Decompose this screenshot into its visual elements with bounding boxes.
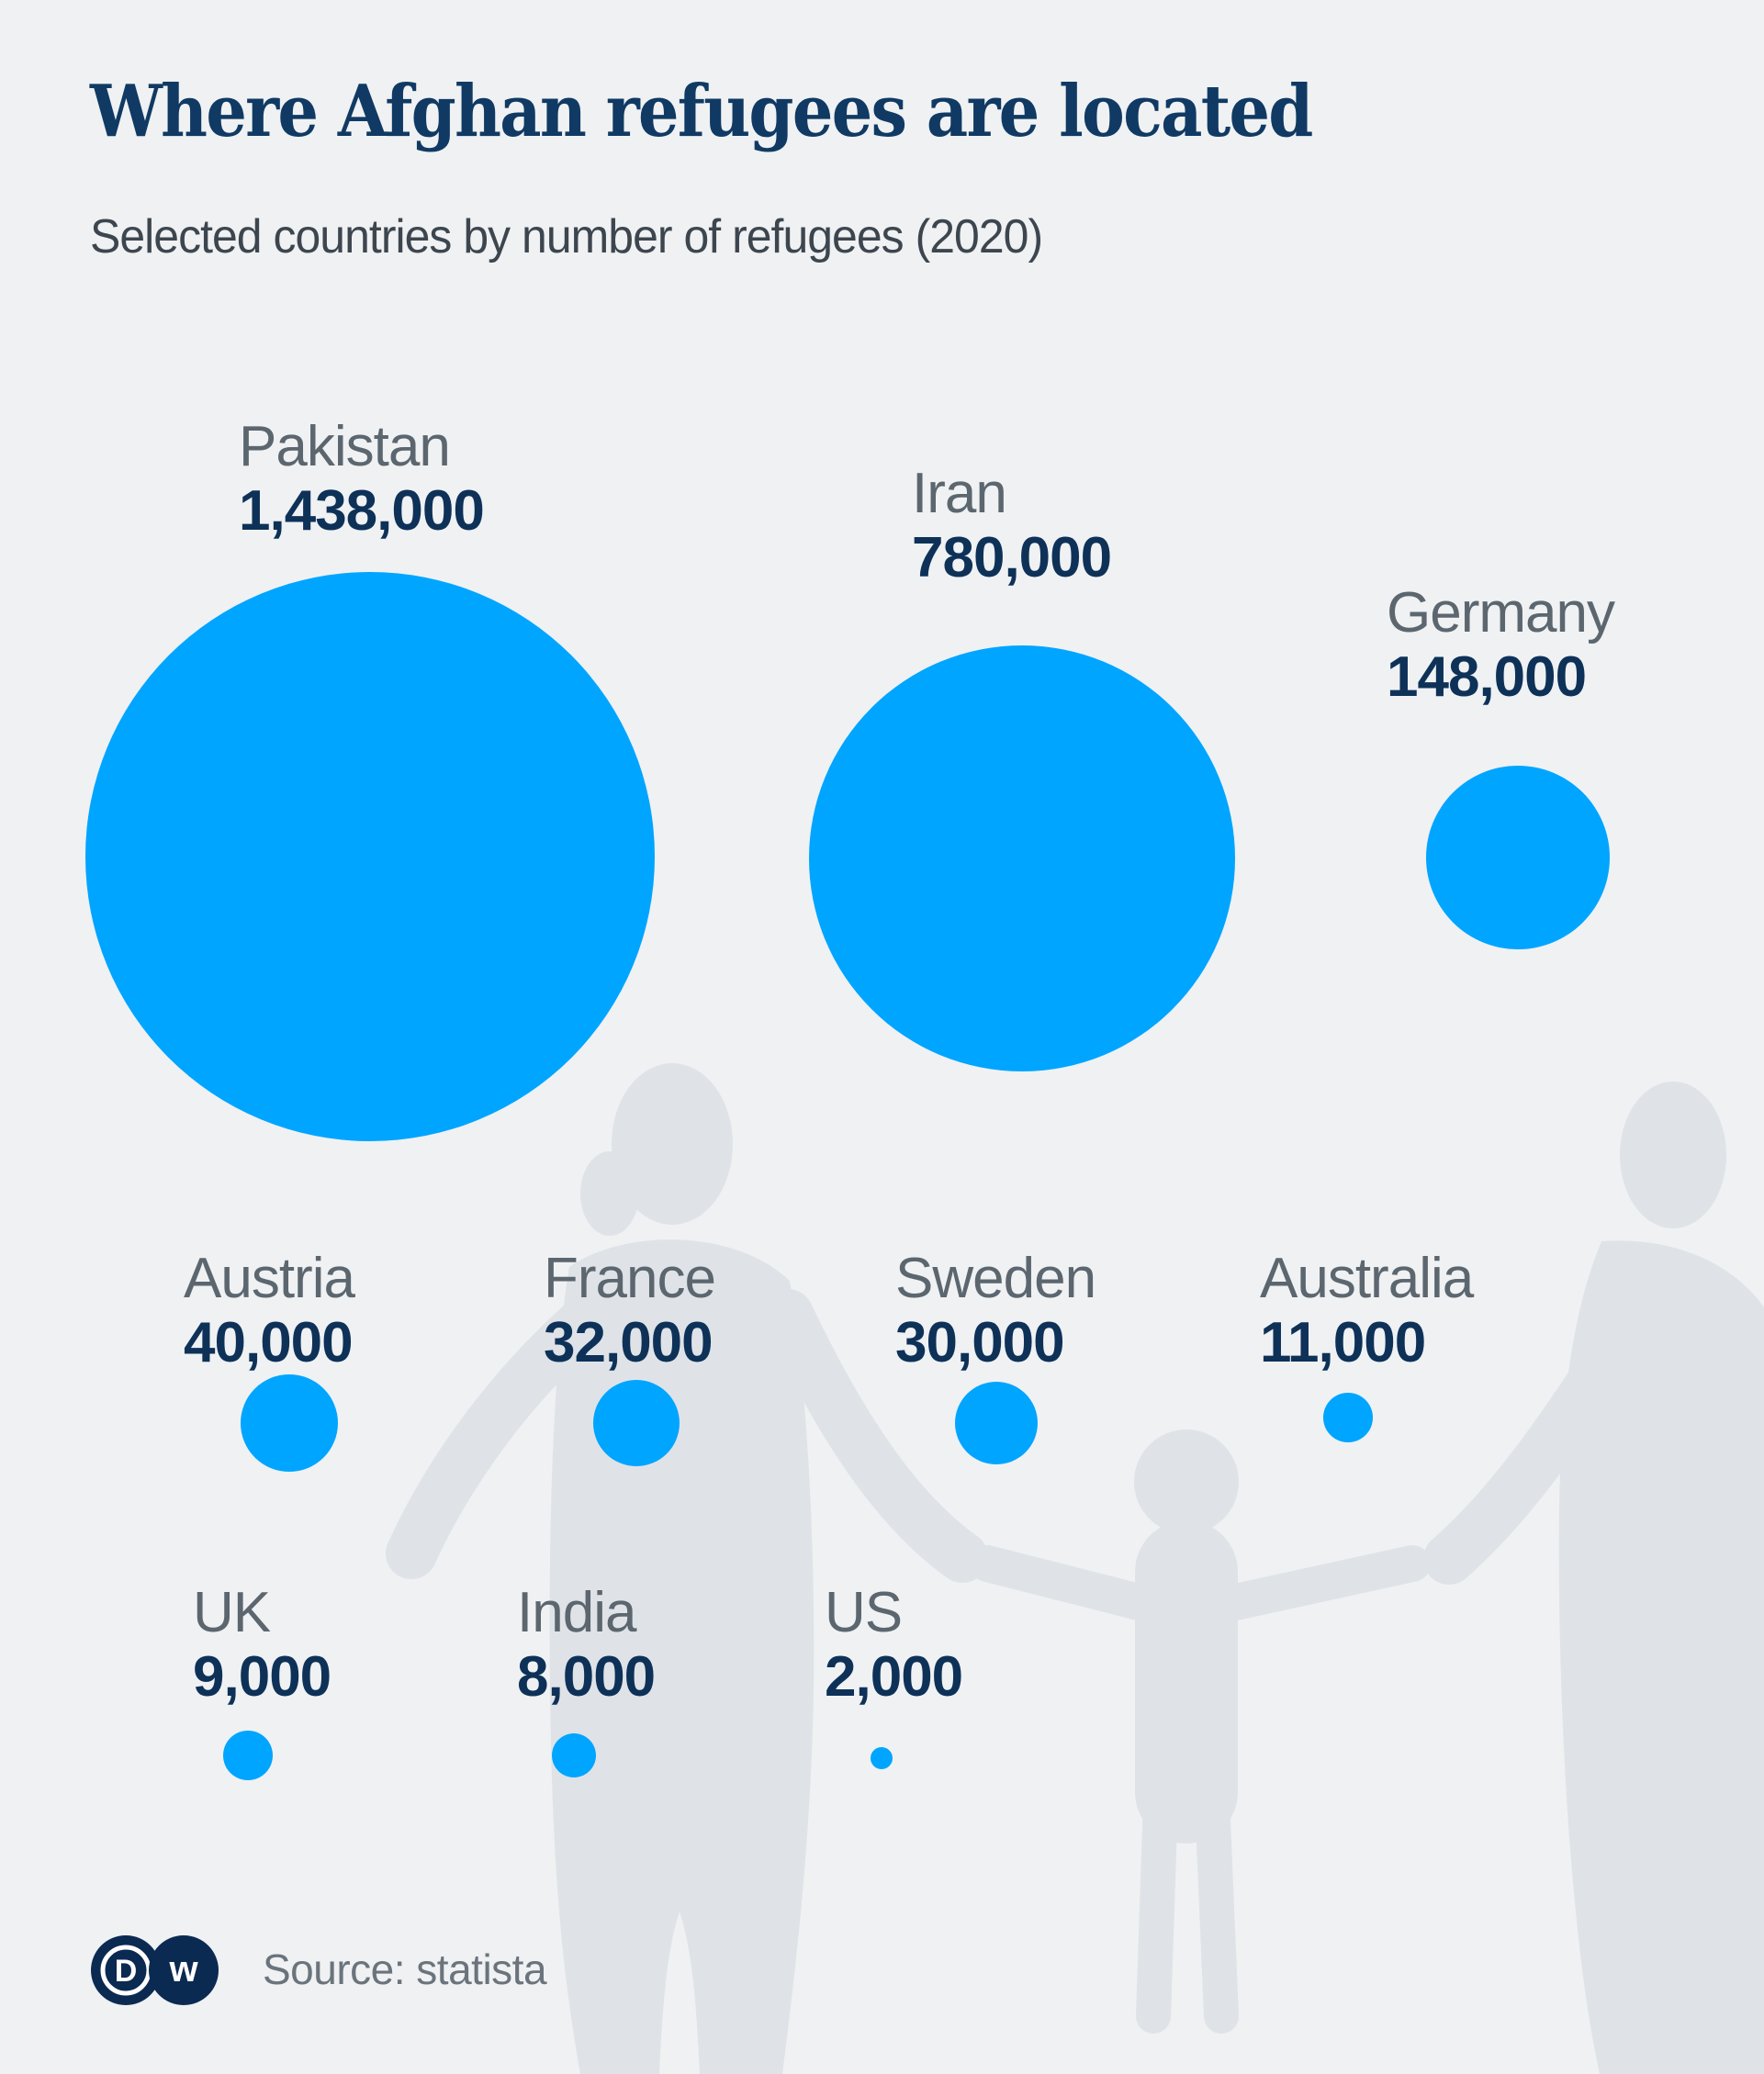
country-name: India <box>517 1581 636 1644</box>
silhouette-adult-woman <box>386 1063 988 2074</box>
bubble-circle-pakistan <box>85 572 655 1141</box>
bubble-label-india: India 8,000 <box>517 1581 656 1710</box>
country-value: 40,000 <box>184 1311 354 1375</box>
bubble-circle-sweden <box>955 1382 1038 1464</box>
page-title: Where Afghan refugees are located <box>90 70 1313 153</box>
country-name: US <box>825 1581 903 1644</box>
bubble-label-australia: Australia 11,000 <box>1260 1247 1474 1376</box>
dw-logo-right-disc <box>149 1935 219 2005</box>
bubble-circle-uk <box>223 1731 273 1780</box>
country-value: 32,000 <box>544 1311 713 1375</box>
bubble-circle-india <box>552 1733 596 1777</box>
bubble-circle-iran <box>809 645 1235 1071</box>
bubble-label-france: France 32,000 <box>544 1247 716 1376</box>
bubble-label-us: US 2,000 <box>825 1581 963 1710</box>
country-value: 2,000 <box>825 1645 963 1710</box>
dw-logo-letter-w: w <box>168 1949 198 1990</box>
country-name: Pakistan <box>239 415 451 478</box>
country-value: 30,000 <box>895 1311 1065 1375</box>
bubble-label-iran: Iran 780,000 <box>912 462 1112 591</box>
dw-logo: D w <box>91 1935 219 2005</box>
country-name: Germany <box>1387 581 1615 645</box>
country-value: 11,000 <box>1260 1311 1426 1375</box>
page-subtitle: Selected countries by number of refugees… <box>90 210 1043 263</box>
bubble-label-germany: Germany 148,000 <box>1387 581 1615 711</box>
country-value: 9,000 <box>193 1645 331 1710</box>
bubble-label-sweden: Sweden 30,000 <box>895 1247 1096 1376</box>
country-value: 148,000 <box>1387 645 1587 710</box>
country-name: Sweden <box>895 1247 1096 1310</box>
bubble-circle-austria <box>241 1374 338 1472</box>
dw-logo-letter-d: D <box>115 1954 138 1989</box>
bubble-circle-france <box>593 1380 680 1466</box>
bubble-circle-australia <box>1323 1393 1373 1442</box>
country-name: France <box>544 1247 716 1310</box>
bubble-circle-germany <box>1426 766 1610 949</box>
country-name: Austria <box>184 1247 355 1310</box>
country-name: UK <box>193 1581 271 1644</box>
bubble-label-uk: UK 9,000 <box>193 1581 331 1710</box>
bubble-label-austria: Austria 40,000 <box>184 1247 355 1376</box>
bubble-label-pakistan: Pakistan 1,438,000 <box>239 415 485 544</box>
silhouette-adult-right <box>1423 1082 1764 2074</box>
country-name: Australia <box>1260 1247 1474 1310</box>
silhouette-child <box>969 1429 1431 2034</box>
country-value: 8,000 <box>517 1645 656 1710</box>
country-name: Iran <box>912 462 1007 525</box>
source-credit: Source: statista <box>263 1945 547 1993</box>
country-value: 780,000 <box>912 526 1112 590</box>
country-value: 1,438,000 <box>239 479 485 544</box>
bubble-circle-us <box>871 1747 893 1769</box>
